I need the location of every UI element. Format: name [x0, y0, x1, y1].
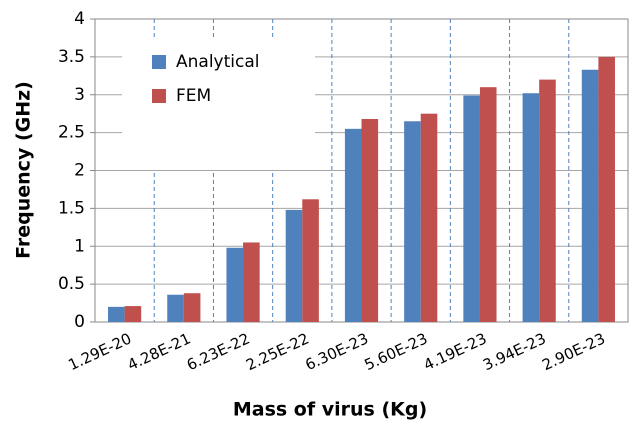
x-tick-label: 2.25E-22 — [243, 329, 312, 374]
bar — [598, 56, 615, 322]
y-tick-label: 0.5 — [58, 274, 85, 294]
legend-label: FEM — [176, 86, 211, 106]
bar — [522, 93, 540, 322]
y-tick-label: 1 — [74, 236, 85, 256]
y-tick-label: 2 — [74, 161, 85, 181]
bar — [302, 199, 319, 322]
x-tick-label: 2.90E-23 — [539, 329, 608, 374]
legend-swatch — [152, 55, 166, 69]
x-axis-title: Mass of virus (Kg) — [233, 399, 427, 421]
bar — [124, 306, 142, 322]
bar — [183, 293, 201, 322]
bar — [420, 113, 438, 322]
legend-swatch — [152, 89, 166, 103]
bar — [361, 118, 379, 323]
y-axis-title: Frequency (GHz) — [13, 81, 35, 259]
bar — [581, 69, 599, 322]
bar — [285, 209, 303, 322]
bar — [479, 87, 497, 322]
x-tick-label: 6.23E-22 — [184, 329, 253, 374]
bar — [226, 247, 244, 322]
bar — [108, 306, 125, 322]
x-tick-label: 6.30E-23 — [302, 329, 371, 374]
y-tick-label: 4 — [74, 9, 85, 29]
bar — [344, 128, 362, 322]
y-tick-label: 3 — [74, 85, 85, 105]
x-tick-label: 3.94E-23 — [480, 329, 549, 374]
y-tick-label: 3.5 — [58, 47, 85, 67]
y-tick-label: 2.5 — [58, 123, 85, 143]
bar — [539, 79, 556, 322]
bar — [243, 242, 260, 322]
x-tick-label: 4.28E-21 — [125, 329, 194, 374]
bar — [463, 95, 480, 322]
legend-label: Analytical — [176, 52, 259, 72]
bar — [404, 121, 421, 322]
y-tick-label: 0 — [74, 312, 85, 332]
y-tick-label: 1.5 — [58, 198, 85, 218]
bar — [167, 294, 184, 322]
x-tick-label: 1.29E-20 — [66, 329, 135, 374]
x-tick-label: 5.60E-23 — [362, 329, 431, 374]
x-tick-label: 4.19E-23 — [421, 329, 490, 374]
